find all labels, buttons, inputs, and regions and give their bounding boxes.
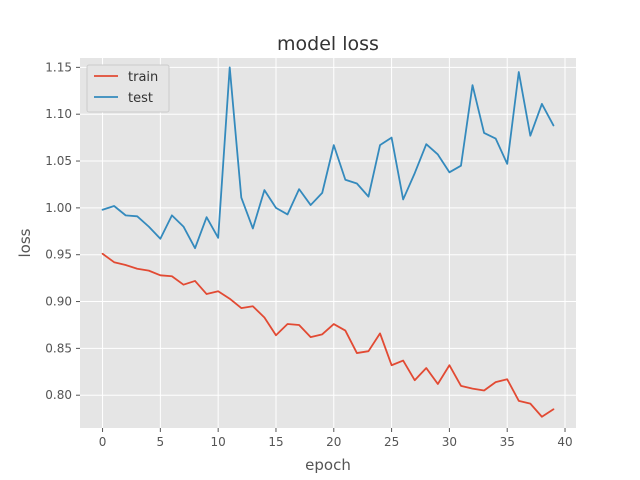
y-tick-label: 1.10	[45, 107, 72, 121]
x-axis-ticks: 0 5 10 15 20 25 30 35 40	[99, 428, 573, 449]
legend: train test	[86, 64, 170, 113]
plot-area	[80, 58, 576, 428]
legend-label-test: test	[128, 91, 153, 106]
y-tick-label: 0.80	[45, 388, 72, 402]
x-axis-label: epoch	[305, 456, 351, 474]
y-tick-label: 0.95	[45, 248, 72, 262]
x-tick-label: 5	[157, 435, 165, 449]
y-tick-label: 0.90	[45, 295, 72, 309]
y-tick-label: 1.05	[45, 154, 72, 168]
x-tick-label: 30	[442, 435, 457, 449]
grid	[80, 58, 576, 428]
x-tick-label: 0	[99, 435, 107, 449]
series-lines	[101, 66, 555, 418]
series-line-test	[101, 66, 555, 250]
x-tick-label: 35	[500, 435, 515, 449]
series-line-train	[101, 252, 555, 418]
y-axis-ticks: 0.80 0.85 0.90 0.95 1.00 1.05 1.10 1.15	[45, 60, 80, 402]
chart-title: model loss	[277, 33, 379, 55]
x-tick-label: 15	[268, 435, 283, 449]
legend-label-train: train	[128, 70, 158, 85]
y-tick-label: 1.15	[45, 60, 72, 74]
y-tick-label: 0.85	[45, 341, 72, 355]
x-tick-label: 20	[326, 435, 341, 449]
x-tick-label: 40	[557, 435, 572, 449]
x-tick-label: 25	[384, 435, 399, 449]
x-tick-label: 10	[211, 435, 226, 449]
y-axis-label: loss	[16, 228, 34, 257]
y-tick-label: 1.00	[45, 201, 72, 215]
